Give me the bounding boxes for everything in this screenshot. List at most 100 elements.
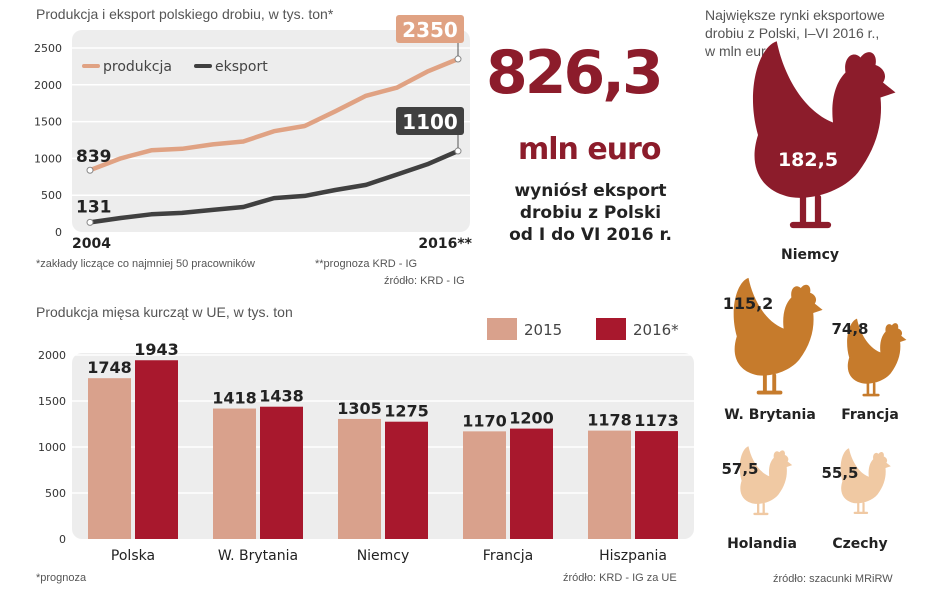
line-chart-source: źródło: KRD - IG [384, 275, 465, 287]
market-country-Francja: Francja [841, 407, 899, 423]
line-point-eksport [86, 218, 94, 226]
bar-value-label: 1170 [462, 411, 507, 430]
hen-legs-icon [853, 502, 869, 514]
legend-label-eksport: eksport [215, 59, 268, 75]
legend-swatch-2015 [487, 318, 517, 340]
hen-legs-icon [862, 382, 880, 397]
market-country-Niemcy: Niemcy [781, 247, 839, 263]
line-y-tick-label: 2000 [34, 79, 62, 92]
export-unit: mln euro [518, 132, 661, 167]
line-end-label-box-eksport [396, 107, 464, 136]
bar-y-tick-label: 500 [45, 487, 66, 500]
market-value-Niemcy: 182,5 [778, 149, 838, 171]
market-country-Holandia: Holandia [727, 536, 797, 552]
hen-legs-icon [789, 194, 832, 229]
market-value-Francja: 74,8 [831, 320, 868, 338]
export-desc-line: od I do VI 2016 r. [509, 225, 672, 245]
bar-value-label: 1438 [259, 387, 304, 406]
line-start-label-produkcja: 839 [76, 147, 112, 167]
bar-y-tick-label: 0 [59, 533, 66, 546]
hen-body-icon [739, 446, 793, 504]
legend-label-2016*: 2016* [633, 321, 679, 339]
line-x-tick-label: 2016** [418, 236, 472, 252]
line-end-label-produkcja: 2350 [402, 18, 458, 42]
export-description: wyniósł eksport drobiu z Polski od I do … [498, 180, 683, 246]
bar-y-tick-label: 1000 [38, 441, 66, 454]
hen-icon [840, 448, 891, 514]
bar-category-label: Polska [111, 548, 155, 564]
hen-icon [739, 446, 793, 516]
bar-category-label: Francja [483, 548, 533, 564]
bar-2015 [588, 430, 631, 539]
line-chart-forecast-note: **prognoza KRD - IG [315, 258, 418, 270]
hen-legs-icon [756, 373, 783, 395]
bar-2015 [338, 418, 381, 539]
bar-value-label: 1200 [509, 409, 554, 428]
line-y-tick-label: 500 [41, 189, 62, 202]
markets-graphic: 182,5 Niemcy 115,2 W. Brytania 74,8 Francja 57… [721, 41, 907, 552]
line-point-produkcja [454, 55, 462, 63]
bar-2015 [88, 378, 131, 539]
market-country-Czechy: Czechy [832, 536, 887, 552]
bar-2016* [510, 428, 553, 539]
bar-value-label: 1418 [212, 389, 257, 408]
bar-chart-footnote: *prognoza [36, 572, 87, 584]
line-series-eksport [87, 148, 461, 225]
line-point-produkcja [86, 166, 94, 174]
hen-icon [752, 41, 896, 229]
bar-category-label: Hiszpania [599, 548, 667, 564]
market-value-W. Brytania: 115,2 [723, 294, 774, 313]
bar-category-label: Niemcy [357, 548, 410, 564]
markets-title-line: w mln euro [705, 43, 774, 59]
line-chart-title: Produkcja i eksport polskiego drobiu, w … [36, 6, 334, 22]
line-end-label-box-produkcja [396, 15, 464, 44]
legend-label-2015: 2015 [524, 321, 562, 339]
bar-2016* [635, 431, 678, 539]
bar-value-label: 1748 [87, 358, 132, 377]
line-point-eksport [454, 147, 462, 155]
legend-label-produkcja: produkcja [103, 59, 172, 75]
hen-icon [733, 277, 823, 395]
line-end-label-eksport: 1100 [402, 110, 458, 134]
bar-y-tick-label: 1500 [38, 395, 66, 408]
line-x-tick-label: 2004 [72, 236, 111, 252]
bar-value-label: 1275 [384, 402, 429, 421]
bar-value-label: 1173 [634, 411, 679, 430]
legend-swatch-2016* [596, 318, 626, 340]
hen-body-icon [733, 277, 823, 376]
export-desc-line: drobiu z Polski [519, 203, 662, 223]
bar-value-label: 1305 [337, 399, 382, 418]
bar-2015 [213, 408, 256, 539]
market-value-Holandia: 57,5 [721, 460, 758, 478]
line-chart: 0 500 1000 1500 2000 2500 2004 2016** produkcja… [34, 15, 473, 252]
line-y-tick-label: 1500 [34, 116, 62, 129]
line-y-tick-label: 1000 [34, 152, 62, 165]
bar-category-label: W. Brytania [218, 548, 298, 564]
bar-2016* [385, 421, 428, 539]
hen-body-icon [847, 318, 907, 384]
hen-body-icon [752, 41, 896, 198]
bar-y-tick-label: 2000 [38, 349, 66, 362]
export-value: 826,3 [486, 38, 664, 108]
bar-2015 [463, 431, 506, 539]
market-value-Czechy: 55,5 [821, 464, 858, 482]
markets-title: Największe rynki eksportowe drobiu z Pol… [705, 6, 885, 60]
markets-source: źródło: szacunki MRiRW [773, 573, 893, 585]
line-series-produkcja [87, 56, 461, 173]
hen-body-icon [840, 448, 891, 504]
markets-title-line: drobiu z Polski, I–VI 2016 r., [705, 25, 880, 41]
bar-2016* [260, 406, 303, 539]
markets-title-line: Największe rynki eksportowe [705, 7, 885, 23]
export-desc-line: wyniósł eksport [514, 181, 667, 201]
market-country-W. Brytania: W. Brytania [724, 407, 816, 423]
line-y-tick-label: 2500 [34, 42, 62, 55]
bar-chart-source: źródło: KRD - IG za UE [563, 572, 677, 584]
bar-chart-title: Produkcja mięsa kurcząt w UE, w tys. ton [36, 304, 293, 320]
bar-value-label: 1178 [587, 411, 632, 430]
line-y-tick-label: 0 [55, 226, 62, 239]
hen-icon [847, 318, 907, 397]
bar-value-label: 1943 [134, 340, 179, 359]
bar-2016* [135, 360, 178, 539]
hen-legs-icon [753, 502, 769, 516]
